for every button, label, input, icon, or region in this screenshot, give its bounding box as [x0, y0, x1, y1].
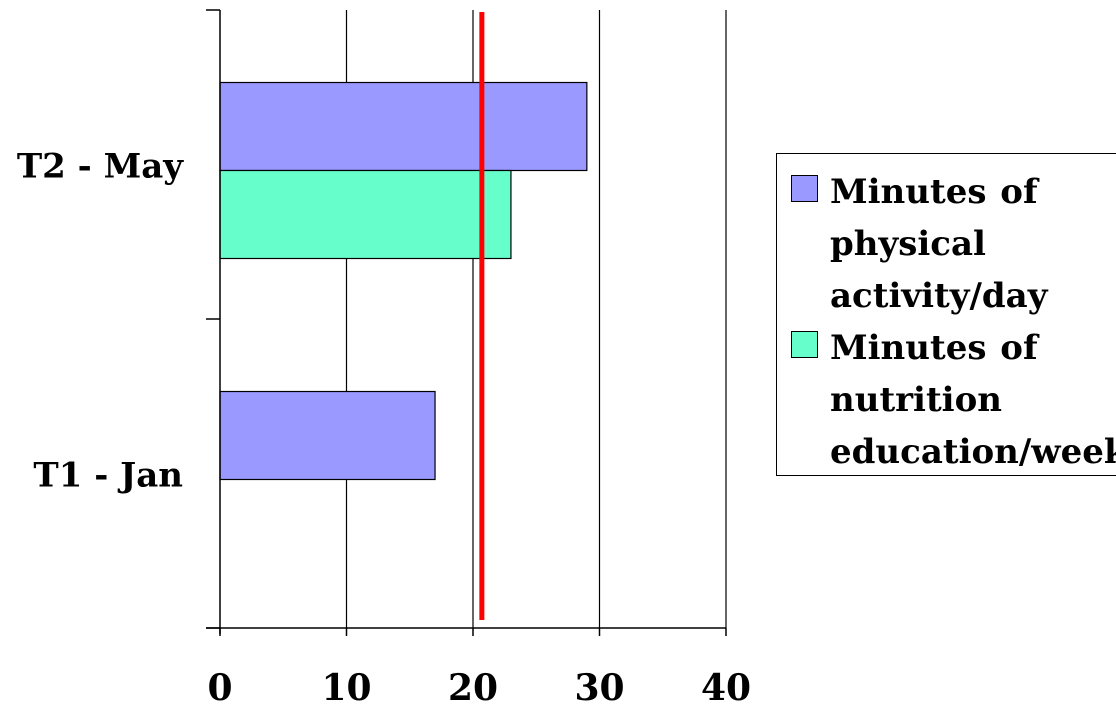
x-tick-label-10: 10 [321, 667, 371, 709]
legend: Minutes of physical activity/day Minutes… [776, 153, 1116, 476]
bars [219, 81, 588, 481]
axes [206, 9, 727, 636]
legend-swatch-physical-activity [791, 175, 818, 202]
x-tick-label-20: 20 [448, 667, 498, 709]
legend-item-nutrition-education: Minutes of nutrition education/week [791, 322, 1116, 478]
legend-label-nutrition-education: Minutes of nutrition education/week [830, 328, 1116, 472]
category-label-t2-may: T2 - May [17, 147, 184, 187]
category-labels: T2 - May T1 - Jan [17, 147, 184, 496]
bar-t2-may-nutrition-education [219, 169, 512, 260]
x-tick-label-40: 40 [701, 667, 751, 709]
category-label-t1-jan: T1 - Jan [33, 456, 183, 496]
legend-swatch-nutrition-education [791, 331, 818, 358]
x-tick-label-0: 0 [207, 667, 232, 709]
x-tick-labels: 0 10 20 30 40 [207, 667, 751, 709]
legend-label-physical-activity: Minutes of physical activity/day [830, 172, 1048, 316]
x-tick-label-30: 30 [574, 667, 624, 709]
bar-t1-jan-physical-activity [219, 390, 436, 481]
bar-t2-may-physical-activity [219, 81, 588, 172]
legend-item-physical-activity: Minutes of physical activity/day [791, 166, 1116, 322]
